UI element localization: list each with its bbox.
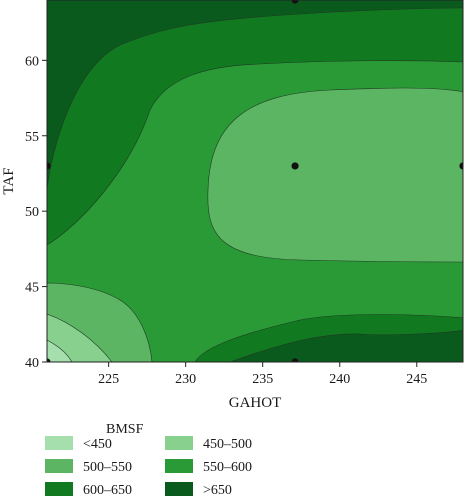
x-tick-label: 230 (175, 372, 196, 387)
legend: <450 450–500 500–550 550–600 600–650 >650 (45, 436, 252, 498)
design-point (47, 358, 51, 362)
legend-label: 600–650 (83, 483, 132, 498)
design-points (47, 0, 463, 362)
x-tick-label: 235 (252, 372, 273, 387)
contour-region-500-550 (207, 87, 463, 263)
legend-label: >650 (203, 483, 232, 498)
legend-swatch (165, 482, 193, 496)
contour-regions (47, 0, 463, 362)
y-tick-label: 40 (25, 356, 39, 371)
y-tick-label: 60 (25, 54, 39, 69)
legend-swatch (45, 459, 73, 473)
x-axis: 225 230 235 240 245 (98, 362, 427, 387)
legend-swatch (45, 436, 73, 450)
x-tick-label: 245 (406, 372, 427, 387)
legend-label: <450 (83, 437, 112, 452)
y-tick-label: 55 (25, 130, 39, 145)
x-tick-label: 225 (98, 372, 119, 387)
design-point (291, 358, 299, 362)
legend-title: BMSF (106, 422, 144, 437)
y-axis-title: TAF (1, 167, 17, 194)
design-point (459, 162, 463, 170)
legend-swatch (165, 436, 193, 450)
legend-label: 500–550 (83, 460, 132, 475)
x-tick-label: 240 (329, 372, 350, 387)
y-tick-label: 50 (25, 205, 39, 220)
plot-frame (46, 0, 464, 363)
y-axis: 40 45 50 55 60 (25, 54, 47, 371)
design-point (291, 162, 299, 170)
legend-swatch (165, 459, 193, 473)
legend-swatch (45, 482, 73, 496)
contour-region-lt450 (47, 339, 73, 362)
legend-label: 450–500 (203, 437, 252, 452)
x-axis-title: GAHOT (229, 395, 282, 411)
design-point (47, 162, 51, 170)
design-point (291, 0, 299, 4)
y-tick-label: 45 (25, 281, 39, 296)
legend-label: 550–600 (203, 460, 252, 475)
